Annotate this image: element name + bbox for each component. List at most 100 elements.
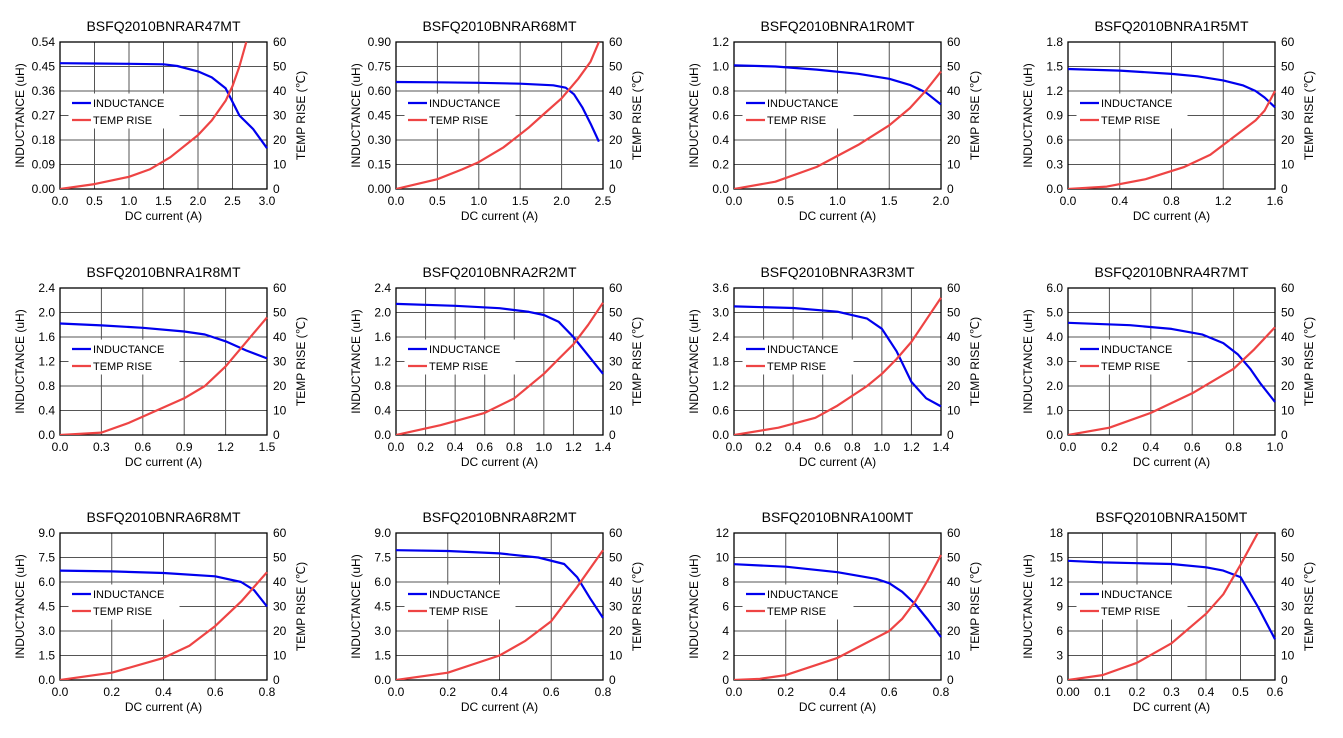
y-tick-label: 6.0 xyxy=(374,575,391,589)
y2-tick-label: 50 xyxy=(947,306,961,320)
y2-tick-label: 0 xyxy=(609,428,616,442)
y-axis-label: INDUCTANCE (uH) xyxy=(1021,63,1035,167)
y2-tick-label: 20 xyxy=(609,133,623,147)
legend-label: INDUCTANCE xyxy=(767,344,838,356)
y-tick-label: 2 xyxy=(722,649,729,663)
y2-tick-label: 10 xyxy=(1281,404,1295,418)
y2-tick-label: 60 xyxy=(609,526,623,540)
y-tick-label: 6 xyxy=(1056,624,1063,638)
y-tick-label: 12 xyxy=(1050,575,1064,589)
series-line-inductance xyxy=(1068,321,1276,403)
x-tick-label: 1.2 xyxy=(217,440,234,454)
x-tick-label: 2.0 xyxy=(553,194,570,208)
series-line-inductance xyxy=(396,80,600,143)
y-tick-label: 15 xyxy=(1050,551,1064,565)
y-tick-label: 2.4 xyxy=(712,330,729,344)
plot-frame xyxy=(395,287,604,436)
series-line-temp-rise xyxy=(396,41,600,189)
y-tick-label: 0.4 xyxy=(712,133,729,147)
y-tick-label: 3.0 xyxy=(38,624,55,638)
plot-frame xyxy=(733,41,942,190)
y-tick-label: 0.0 xyxy=(712,428,729,442)
y2-axis-label: TEMP RISE (℃) xyxy=(1302,317,1316,406)
y2-tick-label: 40 xyxy=(609,575,623,589)
legend-label: TEMP RISE xyxy=(429,361,488,373)
x-tick-label: 0.8 xyxy=(1225,440,1242,454)
y-tick-label: 2.0 xyxy=(38,306,55,320)
legend-box xyxy=(1076,339,1188,375)
legend-label: TEMP RISE xyxy=(429,606,488,618)
y-tick-label: 0.8 xyxy=(712,84,729,98)
y-tick-label: 0.8 xyxy=(38,379,55,393)
y2-tick-label: 30 xyxy=(609,109,623,123)
y2-tick-label: 30 xyxy=(1281,355,1295,369)
legend-label: INDUCTANCE xyxy=(93,589,164,601)
y2-tick-label: 40 xyxy=(1281,575,1295,589)
y2-tick-label: 0 xyxy=(947,428,954,442)
chart-panel-2: BSFQ2010BNRAR68MT 0.00 0 0.15 10 0.30 20 0.45 30… xyxy=(346,6,681,247)
y2-tick-label: 20 xyxy=(1281,133,1295,147)
y-tick-label: 0.9 xyxy=(1046,109,1063,123)
y2-tick-label: 10 xyxy=(947,158,961,172)
x-tick-label: 0.2 xyxy=(1129,685,1146,699)
y2-axis-label: TEMP RISE (℃) xyxy=(968,562,982,651)
y-tick-label: 1.6 xyxy=(374,330,391,344)
x-tick-label: 1.5 xyxy=(155,194,172,208)
y-tick-label: 9.0 xyxy=(374,526,391,540)
chart-svg: BSFQ2010BNRAR47MT 0.00 0 0.09 10 0.18 20 0.27 30… xyxy=(13,18,308,223)
y2-tick-label: 50 xyxy=(947,551,961,565)
y2-tick-label: 40 xyxy=(947,330,961,344)
chart-title: BSFQ2010BNRA2R2MT xyxy=(422,264,577,280)
y2-axis-label: TEMP RISE (℃) xyxy=(630,562,644,651)
plot-frame xyxy=(1067,41,1276,190)
y2-tick-label: 10 xyxy=(273,649,287,663)
y-tick-label: 0.3 xyxy=(1046,158,1063,172)
y2-tick-label: 50 xyxy=(1281,306,1295,320)
x-axis-label: DC current (A) xyxy=(799,209,876,223)
x-tick-label: 0.0 xyxy=(726,194,743,208)
x-tick-label: 0.0 xyxy=(52,194,69,208)
chart-panel-11: BSFQ2010BNRA100MT 0 0 2 10 4 20 6 30 8 40 10 50 12 60 0… xyxy=(684,497,1019,738)
x-axis-label: DC current (A) xyxy=(125,455,202,469)
y2-tick-label: 20 xyxy=(273,133,287,147)
series-line-inductance xyxy=(396,302,604,375)
y-tick-label: 0.90 xyxy=(368,35,392,49)
y2-tick-label: 60 xyxy=(1281,526,1295,540)
x-tick-label: 0.0 xyxy=(1060,194,1077,208)
y-tick-label: 18 xyxy=(1050,526,1064,540)
y-tick-label: 0.45 xyxy=(368,109,392,123)
y-tick-label: 0.0 xyxy=(712,182,729,196)
y-axis-label: INDUCTANCE (uH) xyxy=(687,554,701,658)
y-tick-label: 1.5 xyxy=(38,649,55,663)
y2-tick-label: 40 xyxy=(609,84,623,98)
y2-tick-label: 30 xyxy=(609,355,623,369)
chart-panel-4: BSFQ2010BNRA1R5MT 0.0 0 0.3 10 0.6 20 0.9 30 1.2 4… xyxy=(1018,6,1343,247)
y2-tick-label: 30 xyxy=(1281,109,1295,123)
chart-title: BSFQ2010BNRA8R2MT xyxy=(422,509,577,525)
y2-tick-label: 20 xyxy=(1281,624,1295,638)
y-tick-label: 5.0 xyxy=(1046,306,1063,320)
y2-axis-label: TEMP RISE (℃) xyxy=(294,562,308,651)
x-tick-label: 0.1 xyxy=(1094,685,1111,699)
chart-panel-10: BSFQ2010BNRA8R2MT 0.0 0 1.5 10 3.0 20 4.5 30 6.0 4… xyxy=(346,497,681,738)
x-tick-label: 1.4 xyxy=(595,440,612,454)
legend-label: INDUCTANCE xyxy=(1101,98,1172,110)
legend-label: INDUCTANCE xyxy=(1101,344,1172,356)
x-tick-label: 0.2 xyxy=(417,440,434,454)
y2-tick-label: 0 xyxy=(947,673,954,687)
y-tick-label: 0.4 xyxy=(38,404,55,418)
x-tick-label: 0.6 xyxy=(543,685,560,699)
y2-axis-label: TEMP RISE (℃) xyxy=(630,71,644,160)
y2-tick-label: 50 xyxy=(273,306,287,320)
chart-title: BSFQ2010BNRA6R8MT xyxy=(86,509,241,525)
chart-svg: BSFQ2010BNRA3R3MT 0.0 0 0.6 10 1.2 20 1.8 30 2.4 4… xyxy=(687,264,982,469)
chart-panel-6: BSFQ2010BNRA2R2MT 0.0 0 0.4 10 0.8 20 1.2 30 1.6 4… xyxy=(346,252,681,493)
series-line-temp-rise xyxy=(734,554,942,680)
y-tick-label: 6.0 xyxy=(38,575,55,589)
series-line-temp-rise xyxy=(396,302,604,435)
series-line-temp-rise xyxy=(1068,326,1276,435)
legend-box xyxy=(742,93,854,129)
y-tick-label: 0.15 xyxy=(368,158,392,172)
legend-label: INDUCTANCE xyxy=(767,589,838,601)
y2-tick-label: 60 xyxy=(947,526,961,540)
